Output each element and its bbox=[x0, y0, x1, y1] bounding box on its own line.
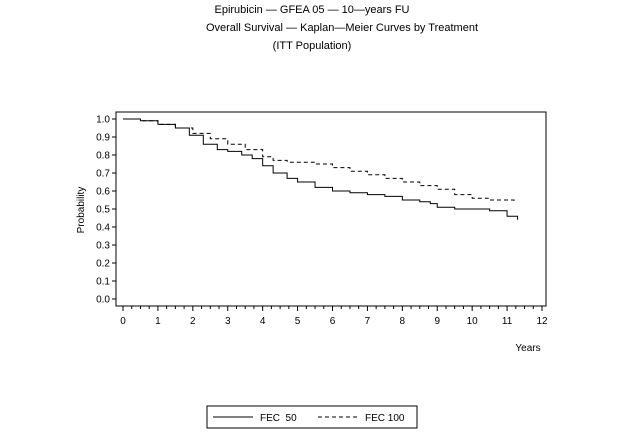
x-tick-label: 11 bbox=[502, 316, 513, 327]
x-tick-label: 4 bbox=[260, 316, 266, 327]
x-tick-label: 3 bbox=[225, 316, 231, 327]
chart-title-line-1: Epirubicin — GFEA 05 — 10—years FU bbox=[214, 4, 409, 16]
y-tick-label: 0.6 bbox=[96, 187, 110, 198]
y-tick-label: 0.9 bbox=[96, 133, 110, 144]
series-layer bbox=[123, 118, 519, 220]
chart-title-line-3: (ITT Population) bbox=[273, 40, 352, 52]
legend-label-fec50: FEC 50 bbox=[260, 413, 297, 424]
x-tick-label: 12 bbox=[536, 316, 548, 327]
series-line-fec50 bbox=[123, 118, 519, 220]
x-tick-label: 8 bbox=[400, 316, 406, 327]
x-axis: 0 1 2 3 4 5 6 7 8 9 10 11 12 bbox=[120, 306, 548, 327]
y-axis-label: Probability bbox=[76, 187, 87, 234]
legend-label-fec100: FEC 100 bbox=[365, 413, 405, 424]
x-tick-label: 1 bbox=[155, 316, 161, 327]
y-tick-label: 0.4 bbox=[96, 223, 110, 234]
y-tick-label: 0.8 bbox=[96, 151, 110, 162]
y-tick-label: 0.1 bbox=[96, 277, 110, 288]
series-line-fec100 bbox=[123, 118, 515, 204]
x-tick-label: 7 bbox=[365, 316, 371, 327]
chart-title-line-2: Overall Survival — Kaplan—Meier Curves b… bbox=[206, 22, 478, 34]
y-tick-label: 0.7 bbox=[96, 169, 110, 180]
x-tick-label: 6 bbox=[330, 316, 336, 327]
x-tick-label: 2 bbox=[190, 316, 196, 327]
legend-frame bbox=[206, 405, 418, 429]
y-tick-label: 0.5 bbox=[96, 205, 110, 216]
y-axis: 0.0 0.1 0.2 0.3 0.4 0.5 0.6 0.7 0.8 0.9 1.0 bbox=[96, 115, 116, 306]
y-tick-label: 0.2 bbox=[96, 259, 110, 270]
legend: FEC 50 FEC 100 bbox=[206, 405, 418, 429]
x-tick-label: 0 bbox=[120, 316, 126, 327]
x-tick-label: 5 bbox=[295, 316, 301, 327]
x-axis-label: Years bbox=[515, 343, 540, 354]
y-tick-label: 1.0 bbox=[96, 115, 110, 126]
x-tick-label: 10 bbox=[467, 316, 479, 327]
y-tick-label: 0.0 bbox=[96, 295, 110, 306]
x-tick-label: 9 bbox=[434, 316, 440, 327]
y-tick-label: 0.3 bbox=[96, 241, 110, 252]
